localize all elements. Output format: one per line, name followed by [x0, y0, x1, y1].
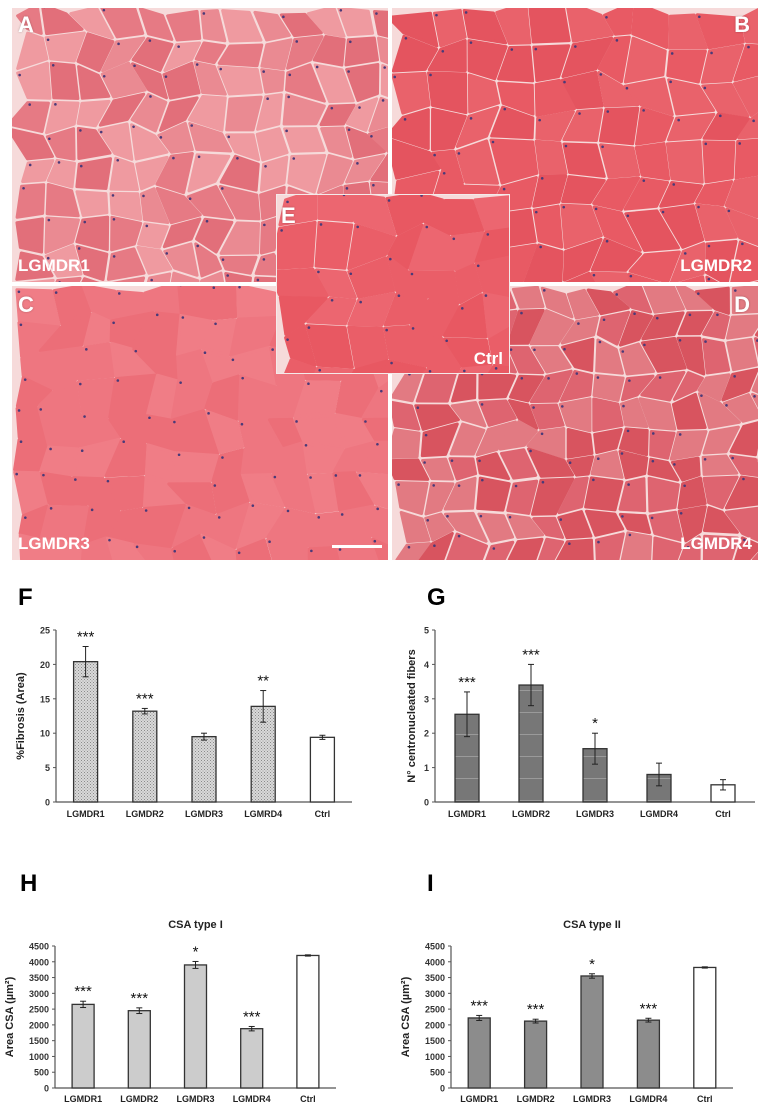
bar-chart-g: 0 1 2 3 4 5 N° centronucleated fibers *** LGMDR1…	[385, 580, 769, 820]
group-label-b: LGMDR2	[680, 256, 752, 276]
micrograph-panel-e-inset: E Ctrl	[276, 194, 510, 374]
chart-h-csa-type1: H CSA type I 0 500 1000 1500 2000 2500 3000 3500…	[0, 850, 385, 1104]
svg-text:3000: 3000	[425, 989, 445, 999]
svg-text:LGMDR4: LGMDR4	[233, 1094, 271, 1104]
svg-text:5: 5	[45, 763, 50, 773]
svg-text:Ctrl: Ctrl	[315, 809, 331, 819]
svg-text:***: ***	[243, 1008, 261, 1025]
svg-text:***: ***	[640, 1000, 658, 1017]
svg-text:4000: 4000	[425, 957, 445, 967]
group-label-d: LGMDR4	[680, 534, 752, 554]
svg-text:LGMDR3: LGMDR3	[576, 809, 614, 819]
svg-text:10: 10	[40, 729, 50, 739]
svg-text:0: 0	[44, 1084, 49, 1094]
svg-text:**: **	[257, 673, 269, 690]
svg-text:2: 2	[424, 729, 429, 739]
svg-text:500: 500	[34, 1068, 49, 1078]
svg-text:LGMDR2: LGMDR2	[120, 1094, 158, 1104]
svg-text:15: 15	[40, 694, 50, 704]
panel-letter-h: H	[20, 870, 37, 898]
svg-text:1000: 1000	[29, 1052, 49, 1062]
bar-chart-i: CSA type II 0 500 1000 1500 2000 2500 3000 3500 4…	[385, 850, 769, 1104]
svg-text:LGMDR4: LGMDR4	[640, 809, 678, 819]
panel-letter-g: G	[427, 584, 446, 612]
svg-text:CSA type II: CSA type II	[563, 919, 621, 931]
svg-text:0: 0	[45, 798, 50, 808]
svg-text:*: *	[592, 715, 598, 732]
svg-text:20: 20	[40, 660, 50, 670]
svg-text:500: 500	[430, 1068, 445, 1078]
svg-text:LGMDR1: LGMDR1	[460, 1094, 498, 1104]
svg-text:5: 5	[424, 626, 429, 636]
svg-text:1: 1	[424, 763, 429, 773]
panel-letter-c: C	[18, 292, 34, 318]
panel-letter-a: A	[18, 12, 34, 38]
svg-text:LGMDR4: LGMDR4	[629, 1094, 667, 1104]
svg-text:25: 25	[40, 626, 50, 636]
svg-text:2500: 2500	[425, 1005, 445, 1015]
svg-text:*: *	[589, 956, 595, 973]
svg-text:2000: 2000	[425, 1020, 445, 1030]
svg-text:1500: 1500	[29, 1036, 49, 1046]
svg-text:***: ***	[136, 690, 154, 707]
svg-text:3500: 3500	[29, 973, 49, 983]
svg-text:CSA type I: CSA type I	[168, 919, 223, 931]
svg-text:2000: 2000	[29, 1020, 49, 1030]
bar-chart-h: CSA type I 0 500 1000 1500 2000 2500 3000 3500 40…	[0, 850, 385, 1104]
group-label-c: LGMDR3	[18, 534, 90, 554]
group-label-a: LGMDR1	[18, 256, 90, 276]
bar-chart-f: 0 5 10 15 20 25 %Fibrosis (Area) *** LGMDR1 *** LG…	[0, 580, 385, 820]
svg-text:***: ***	[131, 990, 149, 1007]
svg-text:LGMDR1: LGMDR1	[448, 809, 486, 819]
svg-text:LGMRD4: LGMRD4	[244, 809, 282, 819]
svg-text:LGMDR1: LGMDR1	[64, 1094, 102, 1104]
svg-text:4500: 4500	[425, 942, 445, 952]
svg-text:0: 0	[424, 798, 429, 808]
panel-letter-f: F	[18, 584, 33, 612]
svg-text:Ctrl: Ctrl	[697, 1094, 713, 1104]
panel-letter-e: E	[281, 203, 296, 229]
svg-text:LGMDR2: LGMDR2	[512, 809, 550, 819]
svg-text:N° centronucleated fibers: N° centronucleated fibers	[406, 649, 418, 782]
svg-text:Ctrl: Ctrl	[715, 809, 731, 819]
svg-text:***: ***	[470, 997, 488, 1014]
he-stain-image	[277, 195, 509, 373]
svg-text:1500: 1500	[425, 1036, 445, 1046]
svg-text:LGMDR3: LGMDR3	[185, 809, 223, 819]
chart-g-centronucleated: G 0 1 2 3 4 5 N° centronucleated fibers *** LGMD…	[385, 580, 769, 820]
svg-text:Ctrl: Ctrl	[300, 1094, 316, 1104]
svg-text:4000: 4000	[29, 957, 49, 967]
svg-text:LGMDR1: LGMDR1	[67, 809, 105, 819]
svg-text:***: ***	[527, 1001, 545, 1018]
svg-text:1000: 1000	[425, 1052, 445, 1062]
svg-text:3: 3	[424, 694, 429, 704]
svg-text:4: 4	[424, 660, 429, 670]
svg-text:LGMDR2: LGMDR2	[126, 809, 164, 819]
svg-text:***: ***	[77, 629, 95, 646]
svg-text:LGMDR2: LGMDR2	[517, 1094, 555, 1104]
svg-text:%Fibrosis (Area): %Fibrosis (Area)	[15, 672, 27, 760]
svg-text:Area CSA (µm²): Area CSA (µm²)	[4, 976, 16, 1057]
svg-text:4500: 4500	[29, 942, 49, 952]
panel-letter-b: B	[734, 12, 750, 38]
svg-text:2500: 2500	[29, 1005, 49, 1015]
svg-text:***: ***	[74, 983, 92, 1000]
svg-text:*: *	[193, 943, 199, 960]
micrograph-composite: A LGMDR1 B LGMDR2 C LGMDR3 D LGMDR4 E Ct…	[12, 8, 758, 560]
chart-i-csa-type2: I CSA type II 0 500 1000 1500 2000 2500 3000 350…	[385, 850, 769, 1104]
scale-bar	[332, 545, 382, 548]
svg-text:LGMDR3: LGMDR3	[177, 1094, 215, 1104]
svg-text:LGMDR3: LGMDR3	[573, 1094, 611, 1104]
svg-text:***: ***	[522, 646, 540, 663]
panel-letter-d: D	[734, 292, 750, 318]
panel-letter-i: I	[427, 870, 434, 898]
group-label-e: Ctrl	[474, 349, 503, 369]
svg-text:3500: 3500	[425, 973, 445, 983]
svg-text:0: 0	[440, 1084, 445, 1094]
svg-text:Area CSA (µm²): Area CSA (µm²)	[400, 976, 412, 1057]
svg-text:3000: 3000	[29, 989, 49, 999]
svg-text:***: ***	[458, 674, 476, 691]
